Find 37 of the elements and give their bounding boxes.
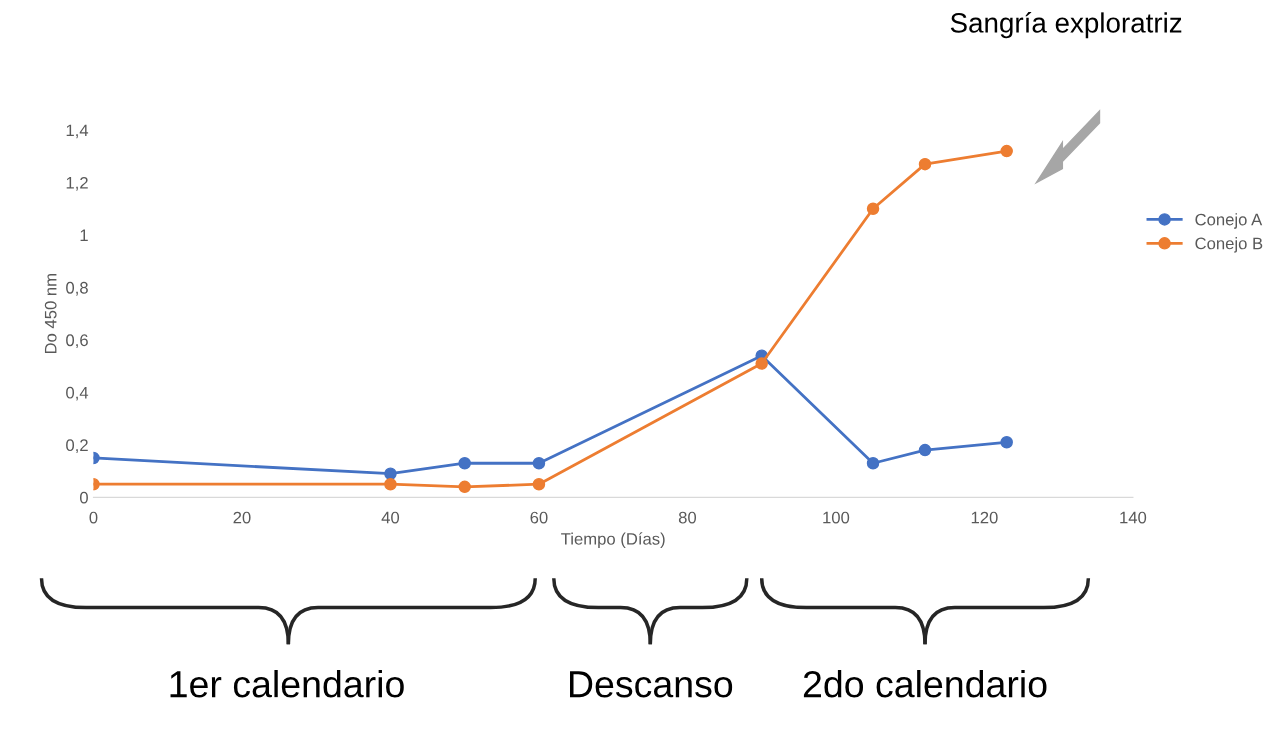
x-axis-title: Tiempo (Días) [561, 532, 665, 549]
y-tick-label: 0,6 [66, 334, 88, 349]
legend-label: Conejo B [1195, 237, 1263, 253]
point [384, 467, 397, 480]
point [755, 357, 768, 370]
point [1000, 144, 1013, 158]
point [866, 456, 880, 470]
point [918, 157, 932, 171]
y-tick-label: 0,2 [66, 439, 88, 454]
y-tick-label: 1,4 [66, 124, 89, 139]
x-tick-label: 80 [678, 511, 697, 524]
y-tick-label: 0 [79, 491, 88, 504]
x-tick-label: 0 [89, 511, 98, 524]
text: 2do calendario [803, 669, 1047, 698]
point [918, 443, 932, 457]
x-tick-label: 20 [233, 511, 251, 524]
point [866, 202, 880, 216]
y-axis-title: Do 450 nm [44, 274, 57, 354]
x-tick-label: 140 [1120, 511, 1147, 524]
text: Sangría exploratriz [950, 12, 1182, 39]
x-tick-label: 60 [530, 511, 548, 524]
point [458, 456, 471, 470]
legend-label: Conejo A [1195, 213, 1263, 229]
y-tick-label: 1 [80, 229, 88, 242]
text: Descanso [570, 671, 733, 698]
y-tick-label: 0,8 [66, 281, 88, 296]
x-tick-label: 40 [381, 511, 400, 524]
point [458, 480, 471, 494]
point [384, 477, 397, 491]
text: 1er calendario [170, 669, 404, 698]
point [532, 477, 546, 491]
y-tick-label: 0,4 [66, 386, 89, 401]
x-tick-label: 100 [823, 511, 850, 524]
point [532, 456, 546, 470]
point [1000, 436, 1013, 449]
y-tick-label: 1,2 [66, 176, 88, 191]
x-tick-label: 120 [971, 511, 998, 524]
